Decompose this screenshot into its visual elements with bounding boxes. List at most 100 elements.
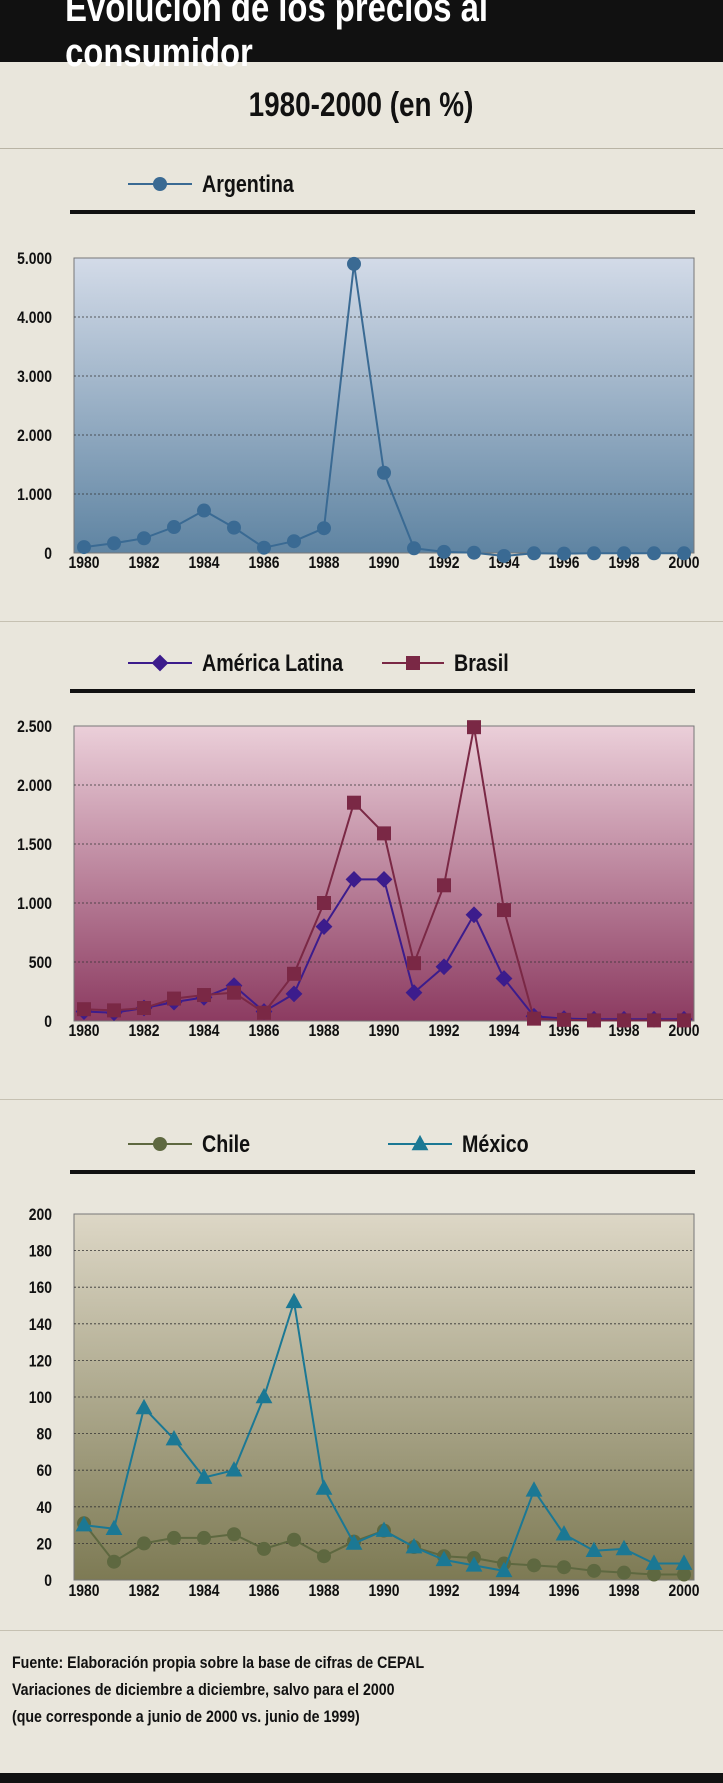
x-tick-label: 1992	[429, 1582, 460, 1601]
legend-rule	[70, 210, 695, 214]
data-point	[167, 991, 181, 1006]
data-point	[165, 1429, 183, 1446]
data-point	[617, 1013, 631, 1028]
x-tick-label: 1998	[609, 1022, 640, 1041]
data-point	[257, 1541, 271, 1556]
y-tick-label: 20	[37, 1535, 52, 1554]
data-point	[465, 906, 483, 924]
panel-divider	[0, 1099, 723, 1100]
legend-label: América Latina	[202, 649, 344, 676]
data-point	[137, 531, 151, 546]
x-tick-label: 1994	[489, 1582, 520, 1601]
data-point	[317, 896, 331, 910]
data-point	[675, 1554, 693, 1570]
x-tick-label: 2000	[669, 1582, 700, 1601]
y-tick-label: 2.500	[17, 718, 52, 737]
y-tick-label: 40	[37, 1499, 52, 1518]
data-point	[227, 520, 241, 535]
data-point	[197, 503, 211, 518]
data-point	[227, 985, 241, 1000]
data-point	[497, 903, 511, 918]
x-tick-label: 1990	[369, 1582, 400, 1601]
data-point	[587, 1013, 601, 1028]
x-tick-label: 1980	[69, 554, 100, 573]
y-tick-label: 160	[29, 1279, 52, 1298]
y-tick-label: 500	[29, 954, 52, 973]
data-point	[345, 1534, 363, 1550]
data-point	[405, 1537, 423, 1554]
x-tick-label: 1990	[369, 554, 400, 573]
x-tick-label: 1980	[69, 1022, 100, 1041]
data-point	[677, 1567, 691, 1582]
data-point	[317, 521, 331, 536]
y-tick-label: 1.000	[17, 486, 52, 505]
data-point	[647, 546, 661, 561]
x-tick-label: 1980	[69, 1582, 100, 1601]
data-point	[375, 1521, 393, 1537]
data-point	[525, 1481, 543, 1497]
data-point	[285, 1292, 303, 1309]
data-point	[107, 536, 121, 551]
data-point	[257, 540, 271, 555]
y-tick-label: 0	[44, 545, 52, 564]
x-tick-label: 1982	[129, 1022, 160, 1041]
x-tick-label: 1986	[249, 554, 280, 573]
data-point	[677, 1013, 691, 1028]
x-tick-label: 1990	[369, 1022, 400, 1041]
plot-area	[73, 257, 695, 554]
data-point	[557, 1560, 571, 1575]
data-point	[135, 1398, 153, 1415]
data-point	[317, 1549, 331, 1564]
data-point	[137, 1001, 151, 1016]
legend-label: Argentina	[202, 170, 295, 197]
x-tick-label: 1982	[129, 1582, 160, 1601]
legend-label: México	[462, 1130, 529, 1157]
y-tick-label: 5.000	[17, 250, 52, 269]
data-point	[407, 541, 421, 556]
y-tick-label: 120	[29, 1352, 52, 1371]
x-tick-label: 1988	[309, 554, 340, 573]
page-title-text: Evolución de los precios al consumidor	[65, 0, 488, 75]
data-point	[227, 1527, 241, 1542]
x-tick-label: 1986	[249, 1582, 280, 1601]
x-tick-label: 1986	[249, 1022, 280, 1041]
data-point	[467, 720, 481, 735]
data-point	[587, 1563, 601, 1578]
data-point	[527, 1011, 541, 1026]
data-point	[347, 795, 361, 810]
x-tick-label: 1996	[549, 1022, 580, 1041]
data-point	[527, 546, 541, 561]
legend-marker-icon	[411, 1134, 429, 1151]
data-point	[197, 988, 211, 1003]
data-point	[285, 985, 303, 1003]
data-point	[105, 1519, 123, 1536]
data-point	[647, 1567, 661, 1582]
x-tick-label: 1996	[549, 1582, 580, 1601]
data-point	[287, 534, 301, 549]
data-point	[77, 540, 91, 555]
y-tick-label: 80	[37, 1425, 52, 1444]
data-point	[465, 1556, 483, 1572]
page-subtitle: 1980-2000 (en %)	[0, 62, 723, 149]
data-point	[435, 958, 453, 976]
data-point	[587, 546, 601, 561]
data-point	[197, 1530, 211, 1545]
data-point	[287, 966, 301, 981]
data-point	[77, 1002, 91, 1017]
data-point	[617, 546, 631, 561]
data-point	[137, 1536, 151, 1551]
data-point	[645, 1554, 663, 1570]
data-point	[107, 1554, 121, 1569]
chart-argentina: Argentina 0 1.000 2.000 3.000 4.000 5.000 1980 1…	[17, 170, 699, 573]
data-point	[347, 256, 361, 271]
x-tick-label: 1988	[309, 1582, 340, 1601]
x-tick-label: 1982	[129, 554, 160, 573]
panel-divider	[0, 1630, 723, 1631]
legend-marker-icon	[151, 654, 169, 672]
x-tick-label: 1984	[189, 1022, 220, 1041]
data-point	[557, 1012, 571, 1027]
y-tick-label: 180	[29, 1242, 52, 1261]
x-tick-label: 1998	[609, 554, 640, 573]
data-point	[375, 871, 393, 888]
data-point	[167, 1530, 181, 1545]
